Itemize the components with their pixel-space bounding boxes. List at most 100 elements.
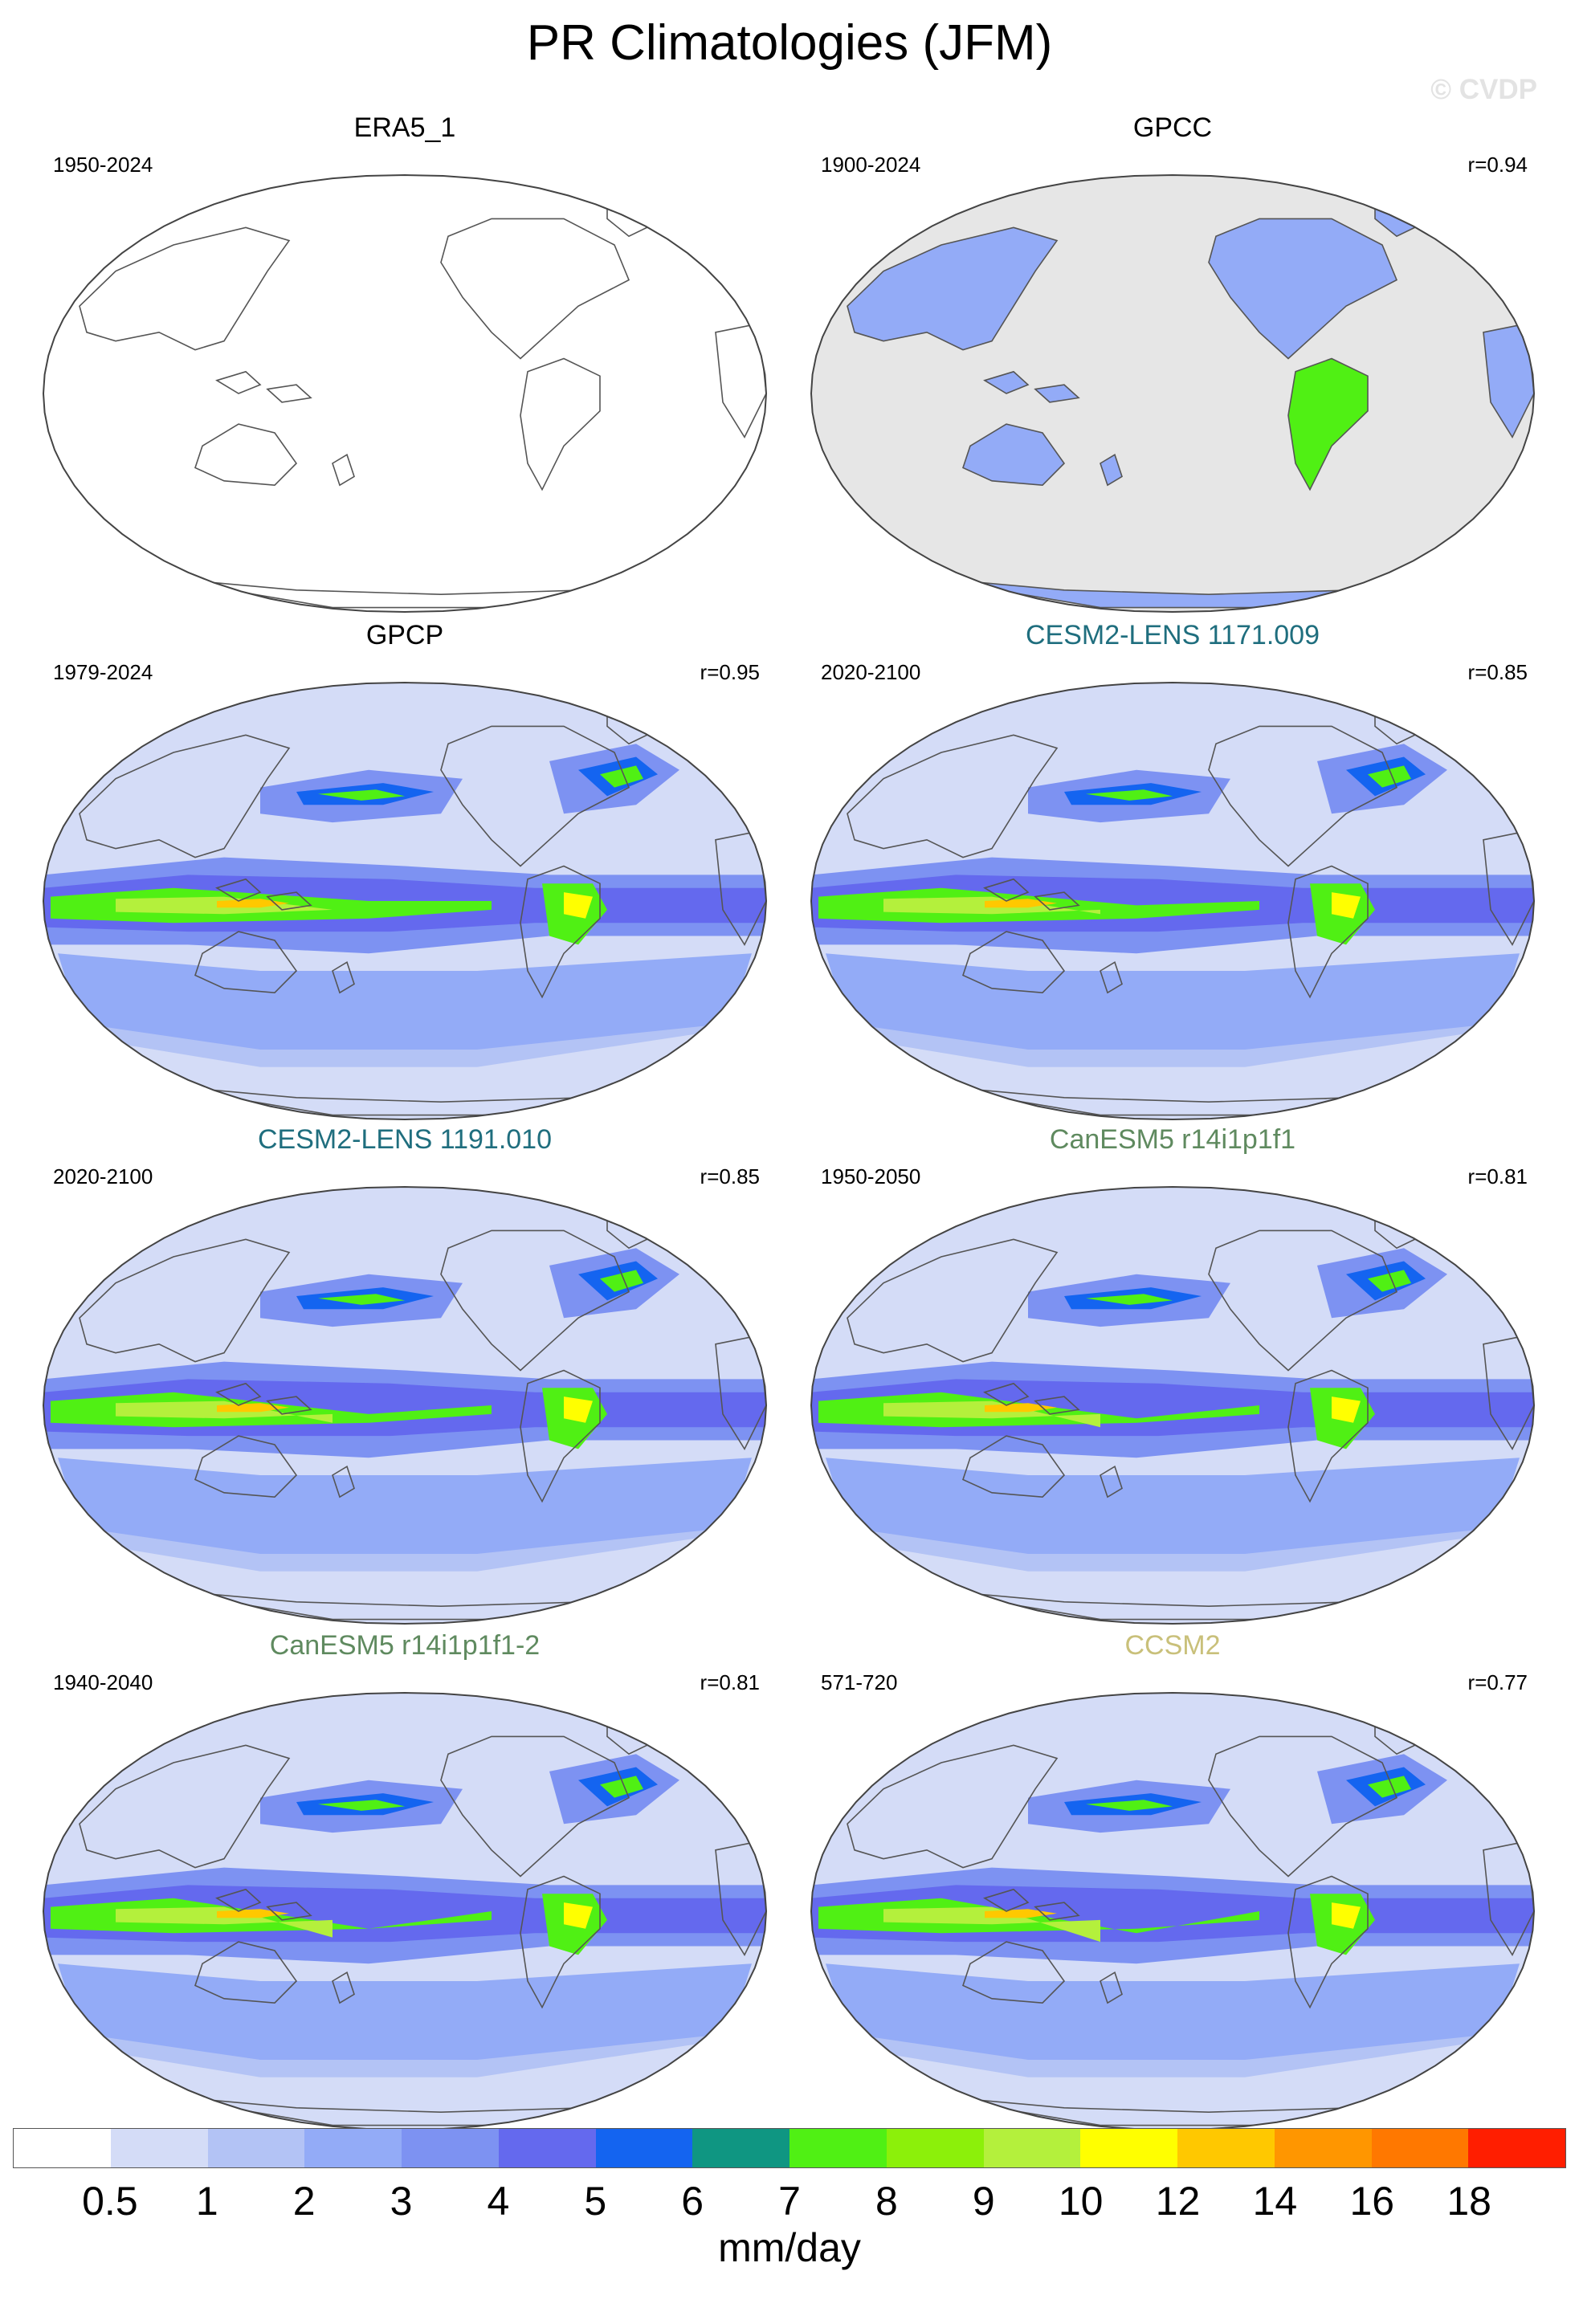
panel-title: CCSM2: [1124, 1630, 1221, 1661]
map-canvas: [42, 173, 768, 614]
cvdp-watermark: © CVDP: [1430, 74, 1537, 105]
colorbar-tick-label: 3: [390, 2179, 413, 2224]
precip-contour: [1086, 1800, 1173, 1811]
colorbar-swatch: [14, 2129, 111, 2167]
panel-years: 571-720: [821, 1670, 898, 1694]
panel-years: 1900-2024: [821, 153, 921, 177]
map-panel: CanESM5 r14i1p1f1 1950-2050 r=0.81: [803, 1124, 1542, 1625]
colorbar-tick-label: 9: [972, 2179, 995, 2224]
map-panel: GPCP 1979-2024 r=0.95: [35, 620, 774, 1121]
missing-data-area: [811, 175, 1534, 612]
panel-correlation: r=0.85: [1467, 660, 1528, 684]
precip-contour: [985, 1403, 1057, 1413]
coastline: [194, 931, 298, 994]
colorbar-tick-label: 5: [584, 2179, 607, 2224]
precip-contour: [826, 1963, 1520, 2060]
coastline: [1208, 1735, 1398, 1878]
precip-contour: [1332, 1396, 1361, 1423]
colorbar-tick-label: 1: [195, 2179, 218, 2224]
precip-contour: [1368, 1776, 1411, 1798]
panel-years: 1950-2050: [821, 1164, 921, 1189]
coastline: [520, 1369, 601, 1503]
precip-contour: [600, 1270, 643, 1292]
coastline: [79, 1238, 291, 1363]
land-precip-area: [1100, 455, 1122, 486]
precip-contour: [985, 899, 1057, 908]
map-canvas: [42, 1691, 768, 2131]
map-border: [810, 1185, 1536, 1625]
colorbar-swatch: [1177, 2129, 1275, 2167]
colorbar-tick-label: 12: [1155, 2179, 1201, 2224]
colorbar-tick-label: 16: [1349, 2179, 1395, 2224]
precip-contour: [58, 1963, 752, 2060]
panel-correlation: r=0.85: [700, 1164, 760, 1189]
precip-contour: [1086, 1294, 1173, 1305]
panel-correlation: r=0.77: [1467, 1670, 1528, 1694]
coastline: [194, 1435, 298, 1498]
precip-contour: [826, 1458, 1520, 1554]
map-border: [42, 173, 768, 614]
coastline: [1100, 1465, 1123, 1498]
coastline: [1287, 865, 1369, 999]
coastline: [332, 960, 355, 994]
coastline: [194, 423, 298, 487]
colorbar-units: mm/day: [718, 2225, 861, 2270]
coastline: [266, 1902, 312, 1921]
coastline: [332, 453, 355, 487]
colorbar-swatch: [498, 2129, 596, 2167]
map-panel: CCSM2 571-720 r=0.77: [803, 1630, 1542, 2131]
panel-years: 1940-2040: [53, 1670, 153, 1694]
coastline: [520, 1875, 601, 2009]
land-precip-area: [1288, 358, 1368, 490]
panel-years: 1950-2024: [53, 153, 153, 177]
panel-title: GPCP: [365, 620, 444, 650]
coastline: [983, 1382, 1030, 1406]
coastline: [847, 1744, 1059, 1869]
coastline: [215, 370, 262, 394]
precip-contour: [217, 1403, 289, 1413]
colorbar-swatch: [983, 2129, 1081, 2167]
coastline: [847, 226, 1059, 351]
coastline: [983, 370, 1030, 394]
colorbar-tick-label: 7: [778, 2179, 801, 2224]
panel-title: CanESM5 r14i1p1f1-2: [269, 1630, 541, 1661]
precip-contour: [1368, 1270, 1411, 1292]
land-precip-area: [963, 424, 1064, 486]
precip-contour: [564, 892, 593, 919]
coastline: [847, 734, 1059, 858]
panel-title: CanESM5 r14i1p1f1: [1049, 1124, 1296, 1155]
panel-title: ERA5_1: [353, 112, 456, 143]
coastline: [520, 357, 601, 491]
colorbar-tick-label: 6: [681, 2179, 704, 2224]
precip-contour: [985, 1909, 1057, 1918]
coastline: [962, 1435, 1066, 1498]
coastline: [1100, 1971, 1123, 2004]
land-precip-area: [847, 227, 1057, 350]
precip-contour: [826, 953, 1520, 1050]
colorbar-tick-label: 2: [292, 2179, 316, 2224]
panel-correlation: r=0.95: [700, 660, 760, 684]
panel-correlation: r=0.81: [1467, 1164, 1528, 1189]
colorbar-tick-label: 0.5: [82, 2179, 138, 2224]
coastline: [79, 734, 291, 858]
precip-contour: [564, 1902, 593, 1929]
precip-contour: [58, 1458, 752, 1554]
colorbar-swatch: [1468, 2129, 1565, 2167]
coastline: [266, 1396, 312, 1415]
map-canvas: [810, 681, 1536, 1121]
coastline: [215, 1382, 262, 1406]
colorbar-swatch: [1274, 2129, 1372, 2167]
colorbar-swatch: [692, 2129, 790, 2167]
colorbar: [13, 2128, 1566, 2168]
empty-map: [43, 175, 766, 612]
precip-contour: [1332, 1902, 1361, 1929]
panel-title: GPCC: [1132, 112, 1213, 143]
coastline: [1208, 1229, 1398, 1372]
coastline: [332, 1465, 355, 1498]
colorbar-swatch: [110, 2129, 208, 2167]
colorbar-swatch: [402, 2129, 499, 2167]
coastline: [1034, 1396, 1080, 1415]
map-panel: GPCC 1900-2024 r=0.94: [803, 112, 1542, 614]
precip-contour: [600, 1776, 643, 1798]
coastline: [332, 1971, 355, 2004]
